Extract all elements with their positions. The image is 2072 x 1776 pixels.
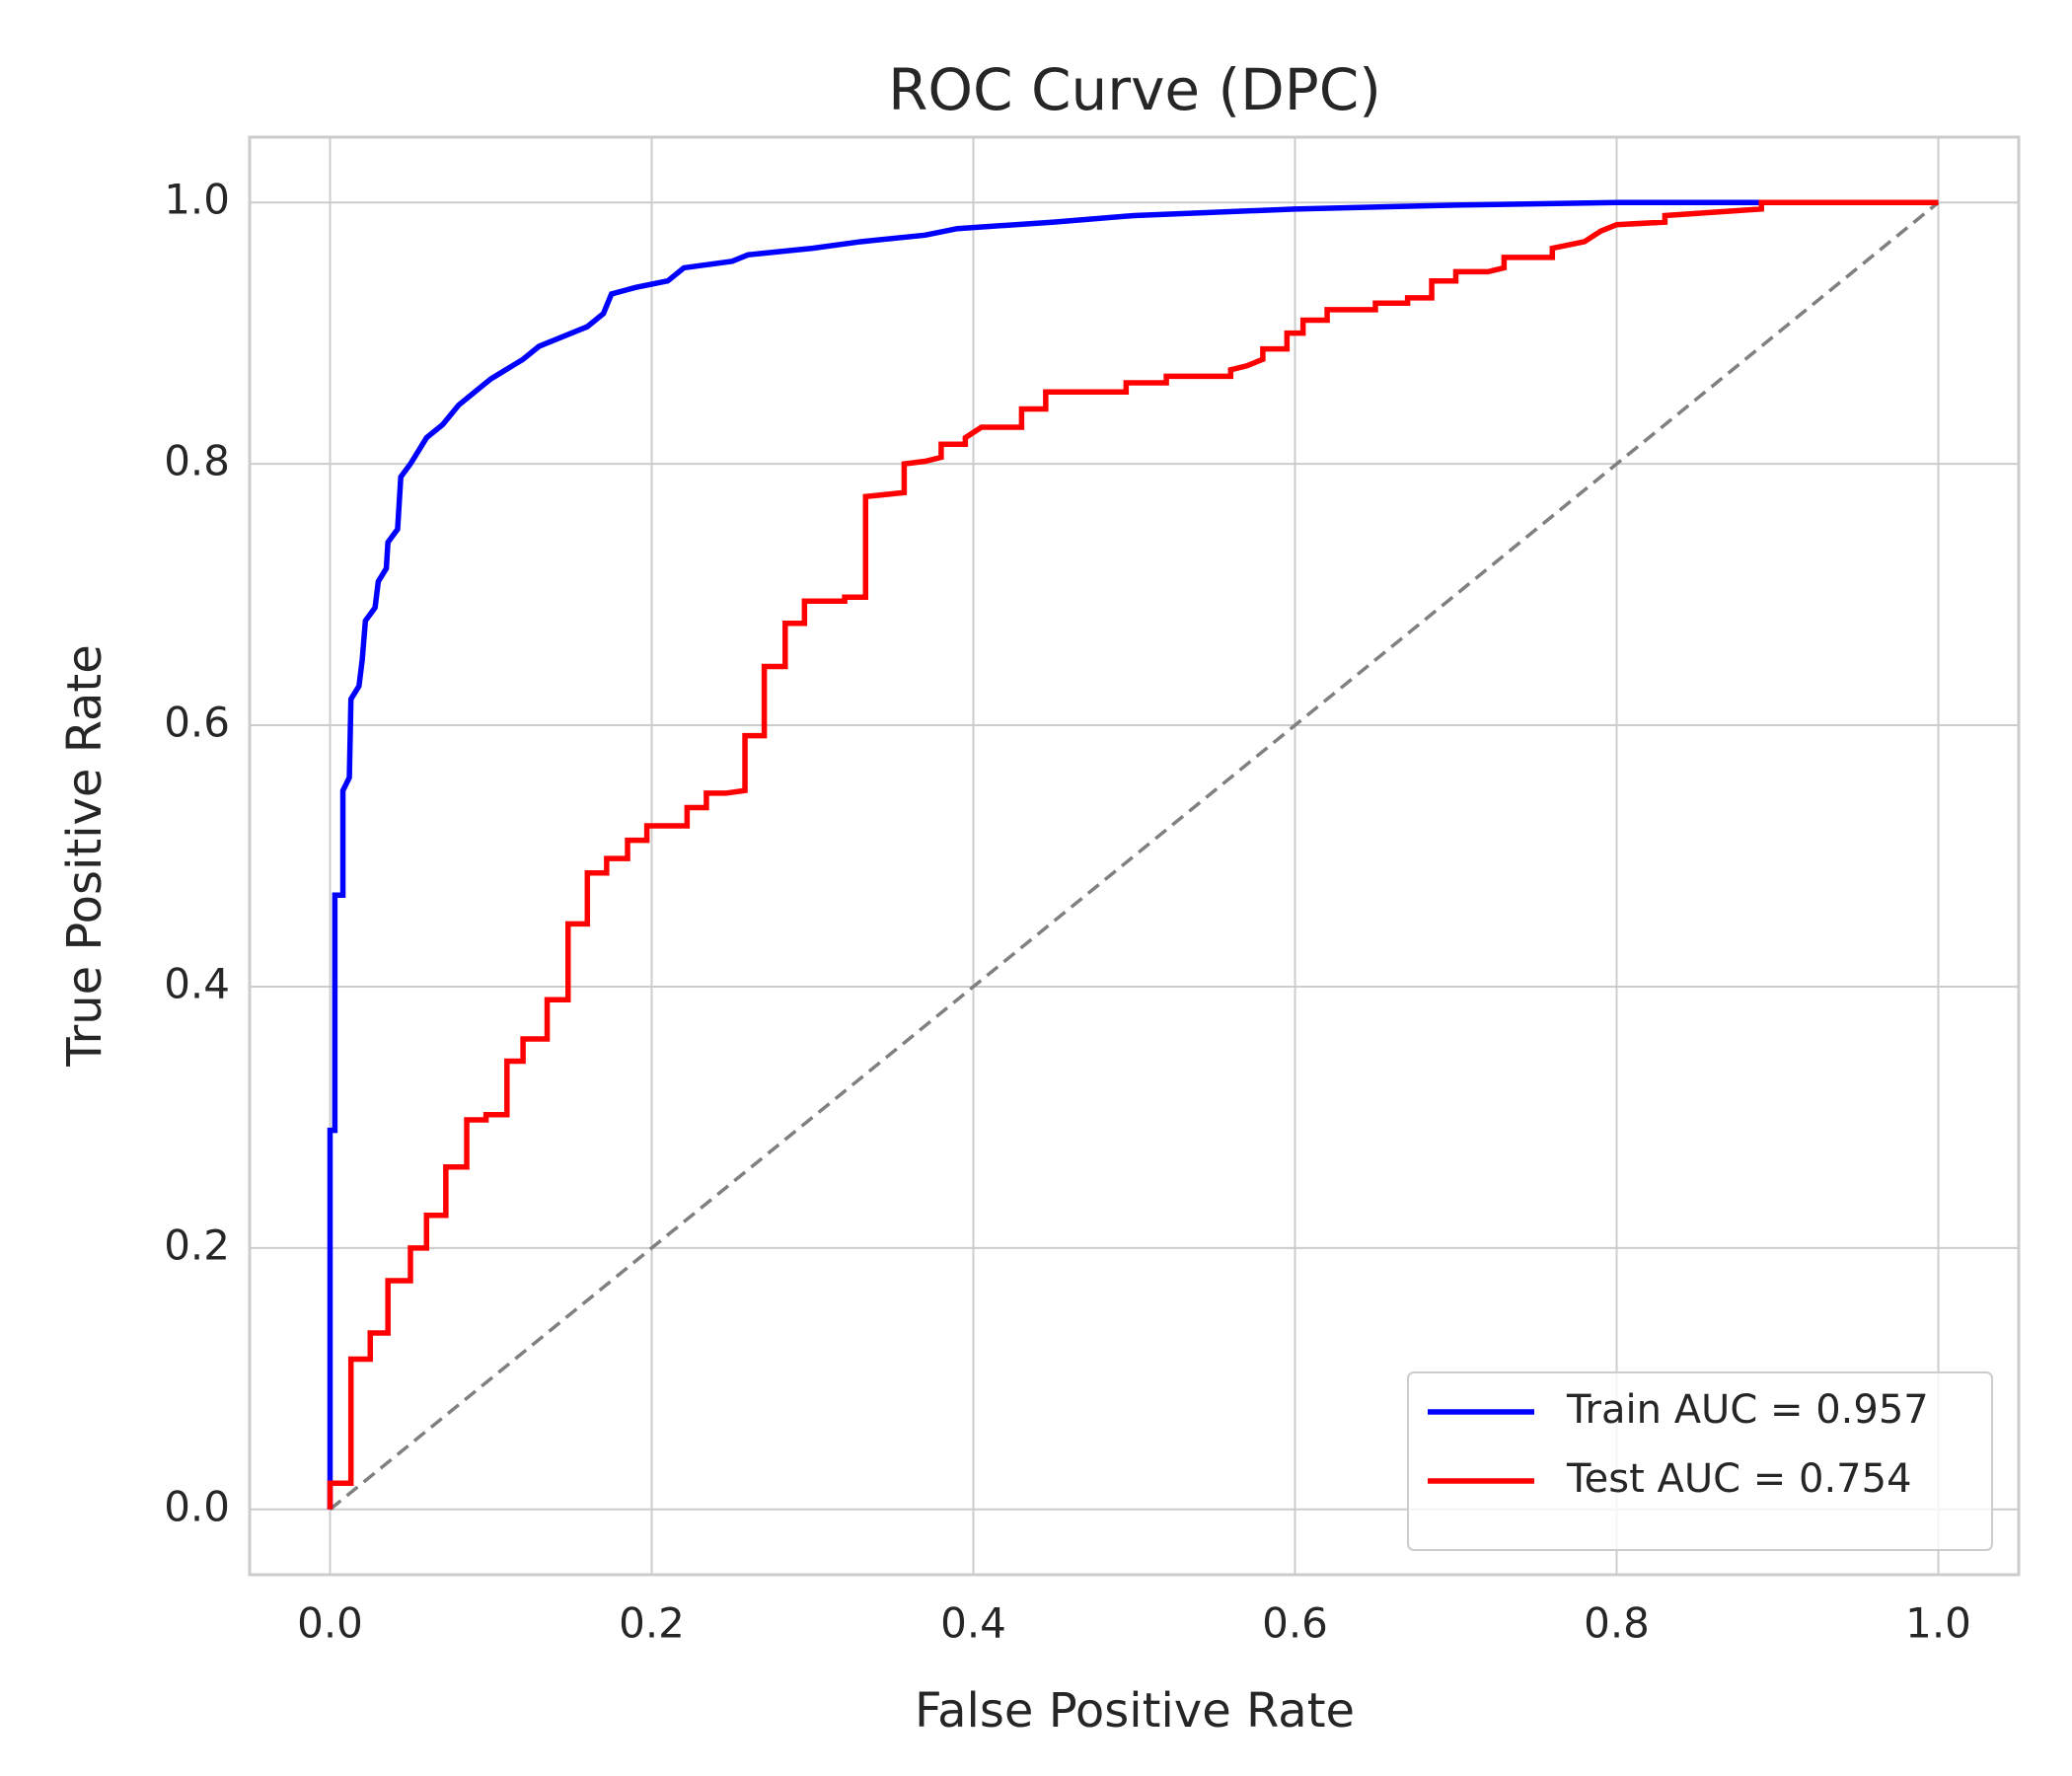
roc-line bbox=[327, 199, 1939, 1510]
y-tick-label: 0.2 bbox=[164, 1221, 230, 1269]
x-tick-label: 0.4 bbox=[940, 1599, 1006, 1648]
x-tick-label: 1.0 bbox=[1905, 1599, 1971, 1648]
x-tick-label: 0.6 bbox=[1262, 1599, 1328, 1648]
roc-line bbox=[327, 199, 1939, 1510]
legend-label: Test AUC = 0.754 bbox=[1566, 1456, 1912, 1502]
plot-area bbox=[250, 137, 2019, 1575]
plot-frame bbox=[248, 135, 2021, 1577]
legend: Train AUC = 0.957 Test AUC = 0.754 bbox=[1407, 1371, 1993, 1551]
reference-line bbox=[329, 200, 1940, 1512]
x-tick-label: 0.8 bbox=[1584, 1599, 1650, 1648]
y-tick-label: 1.0 bbox=[164, 176, 230, 224]
x-tick-label: 0.2 bbox=[619, 1599, 685, 1648]
legend-box bbox=[1407, 1371, 1993, 1551]
y-tick-label: 0.0 bbox=[164, 1482, 230, 1530]
y-axis-label: True Positive Rate bbox=[57, 644, 112, 1068]
y-tick-label: 0.4 bbox=[164, 959, 230, 1007]
x-tick-label: 0.0 bbox=[297, 1599, 363, 1648]
chart-title: ROC Curve (DPC) bbox=[888, 56, 1381, 123]
x-axis-label: False Positive Rate bbox=[915, 1683, 1355, 1739]
y-tick-label: 0.6 bbox=[164, 699, 230, 747]
legend-label: Train AUC = 0.957 bbox=[1566, 1387, 1929, 1433]
y-tick-label: 0.8 bbox=[164, 437, 230, 485]
